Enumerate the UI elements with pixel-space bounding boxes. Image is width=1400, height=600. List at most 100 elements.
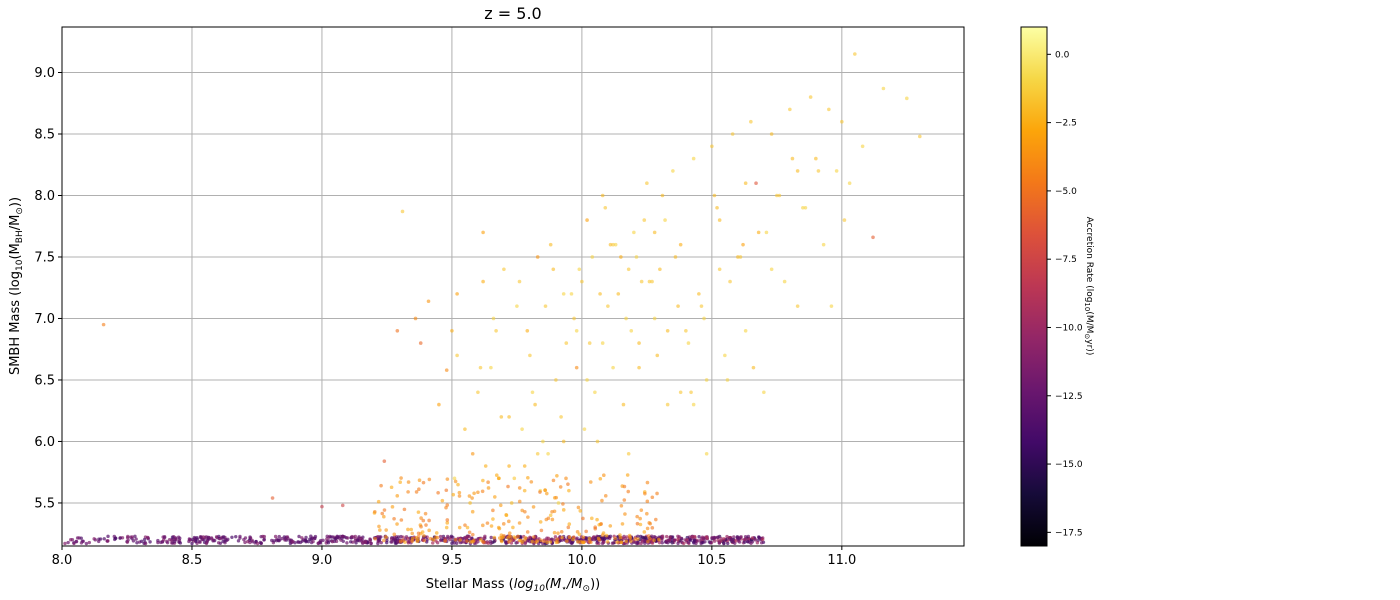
band-point-825 <box>214 535 219 539</box>
low-cloud-point-17 <box>655 491 659 496</box>
low-cloud-point-232 <box>593 525 597 529</box>
low-cloud-point-102 <box>550 517 555 522</box>
data-point-26 <box>541 439 545 444</box>
band-point-583 <box>106 539 110 543</box>
band-point-672 <box>304 539 308 544</box>
data-point-63 <box>782 279 787 284</box>
data-point-96 <box>663 218 667 222</box>
low-cloud-point-144 <box>538 490 542 494</box>
low-cloud-point-215 <box>470 509 475 514</box>
band-point-793 <box>742 540 747 544</box>
band-point-545 <box>298 540 303 545</box>
band-point-337 <box>640 539 645 544</box>
x-tick-label-0: 8.0 <box>52 553 73 568</box>
data-point-135 <box>712 193 717 198</box>
low-cloud-point-172 <box>480 489 485 494</box>
band-point-342 <box>716 538 720 543</box>
band-point-605 <box>663 540 668 544</box>
data-point-36 <box>606 304 610 308</box>
low-cloud-point-255 <box>501 535 505 540</box>
y-axis-ticks: 5.5 6.0 6.5 7.0 7.5 8.0 8.5 9.0 <box>34 66 62 511</box>
low-cloud-point-254 <box>419 516 423 520</box>
low-cloud-point-247 <box>580 540 585 545</box>
data-point-119 <box>556 501 561 505</box>
data-point-170 <box>522 488 527 493</box>
data-point-147 <box>582 427 587 431</box>
low-cloud-point-158 <box>422 538 427 543</box>
band-point-620 <box>93 538 98 542</box>
band-point-738 <box>273 534 278 539</box>
band-point-855 <box>712 535 716 540</box>
data-point-94 <box>468 501 472 505</box>
x-axis-title-mid: (M <box>545 577 561 592</box>
y-tick-label-6: 8.5 <box>34 127 55 142</box>
band-point-866 <box>590 536 594 541</box>
data-point-88 <box>637 365 641 370</box>
data-point-13 <box>455 292 459 296</box>
band-point-737 <box>438 534 443 539</box>
band-point-378 <box>167 537 172 542</box>
data-point-39 <box>626 451 631 456</box>
data-point-86 <box>611 242 615 247</box>
band-point-836 <box>691 535 695 539</box>
data-point-165 <box>626 267 631 272</box>
data-point-81 <box>585 378 589 382</box>
data-point-84 <box>546 451 550 456</box>
y-tick-label-7: 9.0 <box>34 66 55 81</box>
low-cloud-point-207 <box>395 494 400 498</box>
band-point-785 <box>482 536 486 540</box>
data-point-136 <box>725 378 730 382</box>
band-point-879 <box>600 541 605 546</box>
low-cloud-point-167 <box>382 508 387 512</box>
low-cloud-point-256 <box>519 538 523 543</box>
x-axis-ticks: 8.0 8.5 9.0 9.5 10.0 10.5 11.0 <box>52 546 856 568</box>
low-cloud-point-128 <box>601 531 606 535</box>
low-cloud-point-155 <box>542 539 546 544</box>
low-cloud-point-168 <box>492 535 497 540</box>
low-cloud-point-218 <box>403 540 407 544</box>
low-cloud-point-240 <box>416 531 421 536</box>
band-point-707 <box>636 534 640 538</box>
band-point-648 <box>246 539 250 544</box>
low-cloud-point-171 <box>559 529 564 534</box>
band-point-596 <box>725 534 729 539</box>
band-point-895 <box>261 534 265 539</box>
y-axis-title-mid: (M <box>8 243 23 259</box>
low-cloud-point-5 <box>445 521 450 525</box>
low-cloud-point-123 <box>376 499 381 504</box>
low-cloud-point-37 <box>526 515 530 519</box>
band-point-584 <box>470 536 474 540</box>
band-point-860 <box>686 540 691 545</box>
low-cloud-point-3 <box>551 478 556 483</box>
low-cloud-point-238 <box>399 476 403 480</box>
x-tick-label-3: 9.5 <box>442 553 463 568</box>
band-point-799 <box>602 537 607 542</box>
band-point-889 <box>377 538 381 543</box>
band-point-261 <box>63 541 67 546</box>
band-point-764 <box>634 540 638 545</box>
band-point-580 <box>313 536 317 541</box>
low-cloud-point-246 <box>410 536 415 541</box>
low-cloud-point-225 <box>453 538 458 542</box>
band-point-854 <box>750 536 755 540</box>
band-point-542 <box>743 535 748 539</box>
data-point-99 <box>702 316 706 321</box>
band-point-307 <box>360 538 365 542</box>
low-cloud-point-205 <box>635 514 639 519</box>
data-point-59 <box>756 230 761 235</box>
low-cloud-point-30 <box>564 476 568 481</box>
x-axis-title-core: log <box>514 577 534 592</box>
data-point-43 <box>652 316 657 321</box>
band-point-769 <box>476 540 480 544</box>
low-cloud-point-224 <box>629 539 633 543</box>
band-point-876 <box>113 536 118 540</box>
low-cloud-point-178 <box>642 530 647 534</box>
data-point-158 <box>535 451 540 456</box>
band-point-746 <box>369 541 373 546</box>
band-point-574 <box>610 541 615 545</box>
low-cloud-point-23 <box>501 522 506 526</box>
low-cloud-point-120 <box>504 513 508 517</box>
data-point-51 <box>704 378 709 382</box>
band-point-792 <box>286 536 290 541</box>
